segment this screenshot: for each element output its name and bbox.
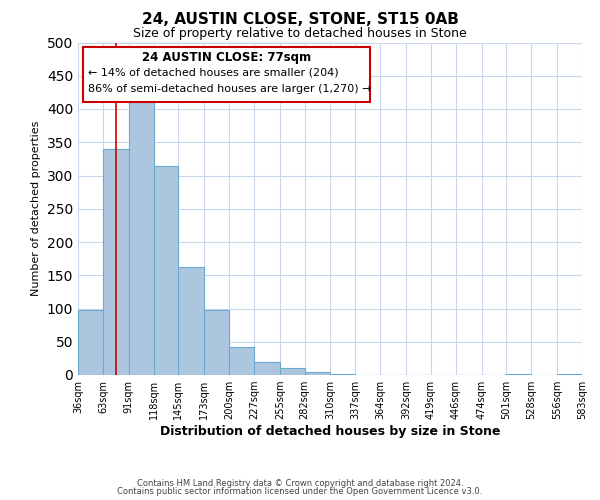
Text: 86% of semi-detached houses are larger (1,270) →: 86% of semi-detached houses are larger (… <box>88 84 371 94</box>
Bar <box>254 362 280 375</box>
Text: ← 14% of detached houses are smaller (204): ← 14% of detached houses are smaller (20… <box>88 68 339 78</box>
Bar <box>305 372 331 375</box>
Bar <box>204 310 229 375</box>
Bar <box>103 149 128 375</box>
Bar <box>557 374 582 375</box>
FancyBboxPatch shape <box>83 48 370 102</box>
Bar <box>154 166 178 375</box>
Text: Contains HM Land Registry data © Crown copyright and database right 2024.: Contains HM Land Registry data © Crown c… <box>137 478 463 488</box>
Text: Contains public sector information licensed under the Open Government Licence v3: Contains public sector information licen… <box>118 487 482 496</box>
Bar <box>506 374 532 375</box>
Text: Size of property relative to detached houses in Stone: Size of property relative to detached ho… <box>133 28 467 40</box>
Bar <box>128 102 154 375</box>
Text: 24 AUSTIN CLOSE: 77sqm: 24 AUSTIN CLOSE: 77sqm <box>142 51 311 64</box>
Bar <box>331 374 355 375</box>
Bar <box>229 347 254 375</box>
Bar <box>280 368 305 375</box>
Bar <box>178 266 204 375</box>
X-axis label: Distribution of detached houses by size in Stone: Distribution of detached houses by size … <box>160 425 500 438</box>
Text: 24, AUSTIN CLOSE, STONE, ST15 0AB: 24, AUSTIN CLOSE, STONE, ST15 0AB <box>142 12 458 28</box>
Bar <box>78 310 103 375</box>
Y-axis label: Number of detached properties: Number of detached properties <box>31 121 41 296</box>
